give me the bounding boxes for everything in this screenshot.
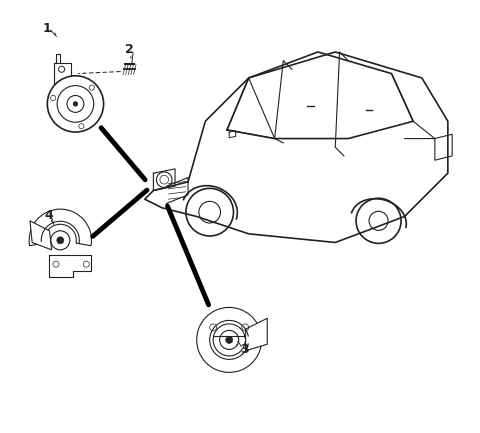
Polygon shape <box>30 221 52 250</box>
Wedge shape <box>29 209 92 246</box>
Text: 4: 4 <box>44 209 53 222</box>
Text: 1: 1 <box>43 22 52 35</box>
Circle shape <box>73 102 78 106</box>
Circle shape <box>57 237 64 244</box>
Text: 2: 2 <box>125 43 134 56</box>
Text: 3: 3 <box>240 343 249 356</box>
Circle shape <box>48 76 104 132</box>
Circle shape <box>226 336 233 343</box>
Polygon shape <box>246 318 267 351</box>
Bar <box>205 319 253 336</box>
Wedge shape <box>197 307 262 372</box>
